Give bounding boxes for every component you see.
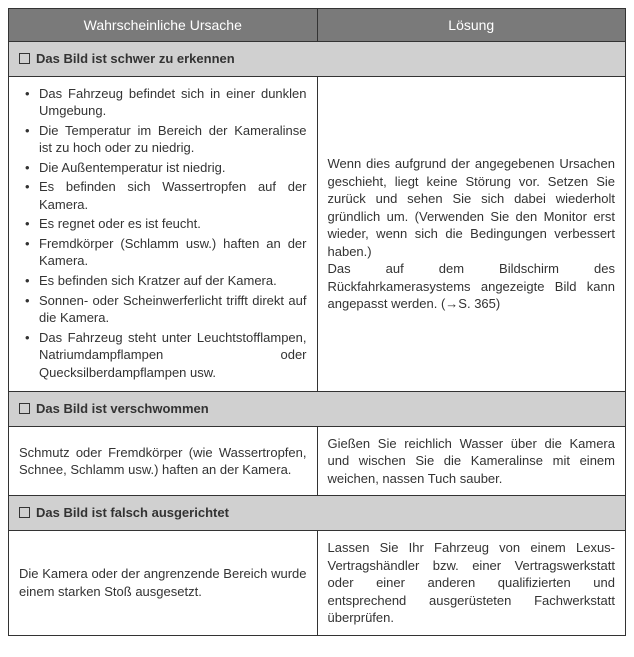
solution-text-p2: Das auf dem Bildschirm des Rückfahrkamer… bbox=[328, 260, 616, 313]
cause-item: Fremdkörper (Schlamm usw.) haften an der… bbox=[31, 235, 307, 270]
section-head-1: Das Bild ist schwer zu erkennen bbox=[9, 42, 626, 77]
cause-item: Es befinden sich Wassertropfen auf der K… bbox=[31, 178, 307, 213]
checkbox-icon bbox=[19, 403, 30, 414]
solution-cell-1: Wenn dies aufgrund der angegebenen Ursac… bbox=[317, 76, 626, 392]
section-title: Das Bild ist falsch ausgerichtet bbox=[36, 505, 229, 520]
section-row: Das Bild ist verschwommen bbox=[9, 392, 626, 427]
content-row-2: Schmutz oder Fremdkörper (wie Wassertrop… bbox=[9, 426, 626, 496]
troubleshooting-table: Wahrscheinliche Ursache Lösung Das Bild … bbox=[8, 8, 626, 636]
section-row: Das Bild ist falsch ausgerichtet bbox=[9, 496, 626, 531]
section-title: Das Bild ist schwer zu erkennen bbox=[36, 51, 235, 66]
section-title: Das Bild ist verschwommen bbox=[36, 401, 209, 416]
checkbox-icon bbox=[19, 507, 30, 518]
cause-item: Es regnet oder es ist feucht. bbox=[31, 215, 307, 233]
cause-cell-3: Die Kamera oder der angrenzende Bereich … bbox=[9, 531, 318, 636]
cause-item: Die Außentemperatur ist niedrig. bbox=[31, 159, 307, 177]
cause-item: Die Temperatur im Bereich der Kameralins… bbox=[31, 122, 307, 157]
cause-item: Das Fahrzeug befindet sich in einer dunk… bbox=[31, 85, 307, 120]
cause-cell-2: Schmutz oder Fremdkörper (wie Wassertrop… bbox=[9, 426, 318, 496]
section-head-2: Das Bild ist verschwommen bbox=[9, 392, 626, 427]
solution-text-p1: Wenn dies aufgrund der angegebenen Ursac… bbox=[328, 155, 616, 260]
checkbox-icon bbox=[19, 53, 30, 64]
content-row-3: Die Kamera oder der angrenzende Bereich … bbox=[9, 531, 626, 636]
cause-list: Das Fahrzeug befindet sich in einer dunk… bbox=[19, 85, 307, 382]
cause-item: Es befinden sich Kratzer auf der Kamera. bbox=[31, 272, 307, 290]
header-cause: Wahrscheinliche Ursache bbox=[9, 9, 318, 42]
content-row-1: Das Fahrzeug befindet sich in einer dunk… bbox=[9, 76, 626, 392]
header-solution: Lösung bbox=[317, 9, 626, 42]
section-head-3: Das Bild ist falsch ausgerichtet bbox=[9, 496, 626, 531]
section-row: Das Bild ist schwer zu erkennen bbox=[9, 42, 626, 77]
header-row: Wahrscheinliche Ursache Lösung bbox=[9, 9, 626, 42]
solution-cell-2: Gießen Sie reichlich Wasser über die Kam… bbox=[317, 426, 626, 496]
cause-cell-1: Das Fahrzeug befindet sich in einer dunk… bbox=[9, 76, 318, 392]
solution-cell-3: Lassen Sie Ihr Fahrzeug von einem Lexus-… bbox=[317, 531, 626, 636]
cause-item: Das Fahrzeug steht unter Leuchtstofflamp… bbox=[31, 329, 307, 382]
cause-item: Sonnen- oder Scheinwerferlicht trifft di… bbox=[31, 292, 307, 327]
